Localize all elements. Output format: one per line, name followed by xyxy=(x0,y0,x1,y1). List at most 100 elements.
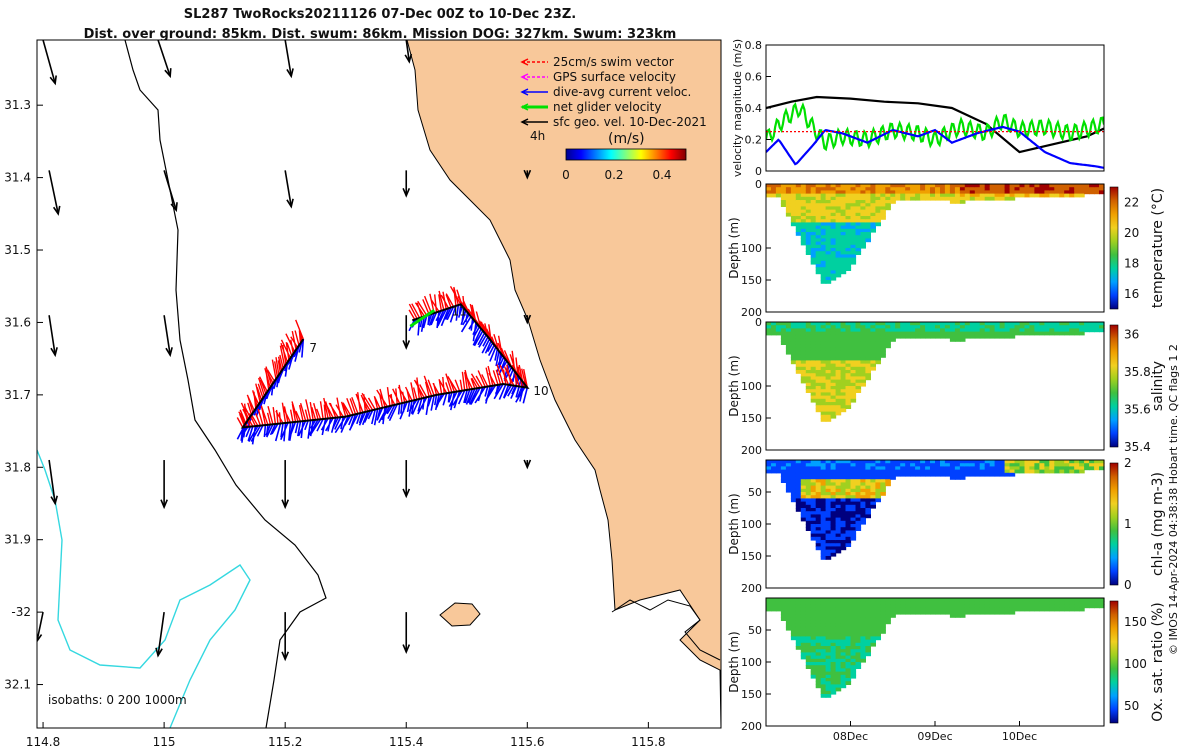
section-colorbar-tick: 18 xyxy=(1124,256,1139,270)
figure-title-line1: SL287 TwoRocks20211126 07-Dec 00Z to 10-… xyxy=(183,7,577,22)
section-x-tick: 09Dec xyxy=(917,730,952,743)
section-y-tick: 150 xyxy=(741,550,762,563)
map-colorbar: 0 0.2 0.4 xyxy=(562,148,687,182)
geo-vector-6 xyxy=(284,170,293,207)
geo-vector-head-14 xyxy=(160,499,168,510)
legend-entry: sfc geo. vel. 10-Dec-2021 xyxy=(553,115,707,129)
section-colorbar-tick: 0 xyxy=(1124,578,1132,592)
section-y-tick: 50 xyxy=(748,624,762,637)
section-y-tick: 0 xyxy=(755,316,762,329)
velocity-y-tick: 0.4 xyxy=(745,102,763,115)
map-x-tick: 115.6 xyxy=(510,735,544,749)
isobath-1000m xyxy=(37,449,251,728)
geo-vector-head-7 xyxy=(402,188,411,198)
section-colorbar-tick: 2 xyxy=(1124,456,1132,470)
section-x-tick: 08Dec xyxy=(833,730,868,743)
section-colorbar-label: Ox. sat. ratio (%) xyxy=(1150,602,1166,721)
geo-vector-head-9 xyxy=(50,347,58,358)
velocity-series-2 xyxy=(766,125,1104,169)
geo-vector-10 xyxy=(163,315,171,356)
map-y-tick: 31.9 xyxy=(4,533,31,547)
map-y-tick: -32 xyxy=(11,605,31,619)
section-ylabel: Depth (m) xyxy=(727,493,741,554)
section-colorbar-tick: 36 xyxy=(1124,327,1139,341)
geo-vector-head-3 xyxy=(404,53,413,64)
section-colorbar xyxy=(1109,462,1119,586)
isobath-200m xyxy=(124,40,327,728)
legend-time-label: 4h xyxy=(530,129,545,143)
geo-vector-head-20 xyxy=(402,644,411,655)
geo-vector-head-8 xyxy=(523,169,532,180)
geo-vector-0 xyxy=(42,40,56,84)
geo-vector-head-21 xyxy=(37,634,43,643)
legend-arrowhead xyxy=(520,58,529,66)
section-colorbar xyxy=(1109,186,1119,310)
section-colorbar-label: temperature (°C) xyxy=(1150,188,1166,308)
geo-vector-head-6 xyxy=(286,198,294,209)
section-y-tick: 50 xyxy=(748,486,762,499)
map-frame xyxy=(36,39,722,729)
day-marker-label: 7 xyxy=(309,341,317,355)
section-colorbar-tick: 20 xyxy=(1124,226,1139,240)
velocity-frame xyxy=(765,44,1105,172)
geo-vector-head-12 xyxy=(523,314,532,325)
section-y-tick: 150 xyxy=(741,412,762,425)
velocity-y-tick: 0 xyxy=(755,165,762,178)
section-y-tick: 200 xyxy=(741,444,762,457)
geo-vector-head-19 xyxy=(281,651,290,662)
section-cells xyxy=(766,322,1105,422)
map-y-tick: 31.4 xyxy=(4,171,31,185)
section-cells xyxy=(766,598,1105,698)
section-y-tick: 100 xyxy=(741,242,762,255)
section-colorbar-tick: 100 xyxy=(1124,657,1147,671)
map-colorbar-tick: 0.4 xyxy=(652,168,671,182)
swim-vectors xyxy=(236,285,528,428)
section-ylabel: Depth (m) xyxy=(727,631,741,692)
map-x-tick: 115.8 xyxy=(631,735,665,749)
geo-vector-5 xyxy=(163,170,177,211)
section-y-tick: 100 xyxy=(741,380,762,393)
legend-entry: GPS surface velocity xyxy=(553,70,676,84)
map-y-tick: 32.1 xyxy=(4,678,31,692)
section-colorbar-tick: 50 xyxy=(1124,699,1139,713)
section-y-tick: 200 xyxy=(741,306,762,319)
geo-vector-9 xyxy=(48,315,56,356)
section-colorbar-tick: 35.4 xyxy=(1124,440,1151,454)
day-marker-label: 10 xyxy=(533,384,548,398)
geo-vector-head-2 xyxy=(286,68,294,79)
section-colorbar-label: salinity xyxy=(1150,361,1166,411)
geo-vector-2 xyxy=(284,40,293,77)
credit-text: © IMOS 14-Apr-2024 04:38:38 Hobart time.… xyxy=(1167,344,1180,655)
map-x-tick: 114.8 xyxy=(26,735,60,749)
section-y-tick: 150 xyxy=(741,274,762,287)
section-colorbar-tick: 1 xyxy=(1124,517,1132,531)
section-y-tick: 100 xyxy=(741,518,762,531)
section-y-tick: 200 xyxy=(741,582,762,595)
map-y-tick: 31.7 xyxy=(4,388,31,402)
geo-vector-1 xyxy=(157,40,171,77)
geo-vector-4 xyxy=(48,170,59,214)
chla-section: 50 100 150 200 Depth (m) 0 1 2 chl-a (mg m-3) xyxy=(727,456,1166,595)
land-mass xyxy=(406,40,721,728)
section-x-tick: 10Dec xyxy=(1002,730,1037,743)
map-colorbar-tick: 0 xyxy=(562,168,570,182)
section-colorbar-tick: 150 xyxy=(1124,615,1147,629)
velocity-y-tick: 0.6 xyxy=(745,71,763,84)
geo-vector-head-10 xyxy=(165,347,173,358)
map-x-tick: 115.4 xyxy=(389,735,423,749)
section-colorbar-tick: 16 xyxy=(1124,287,1139,301)
section-cells xyxy=(766,460,1105,560)
section-colorbar-tick: 35.8 xyxy=(1124,365,1151,379)
velocity-series-1 xyxy=(766,101,1104,152)
section-cells xyxy=(766,184,1105,284)
map-y-tick: 31.3 xyxy=(4,98,31,112)
geo-vector-head-11 xyxy=(402,340,411,350)
map-x-tick: 115 xyxy=(153,735,176,749)
section-y-tick: 100 xyxy=(741,656,762,669)
geo-vector-21 xyxy=(37,611,44,642)
velocity-ylabel: velocity magnitude (m/s) xyxy=(731,39,744,177)
